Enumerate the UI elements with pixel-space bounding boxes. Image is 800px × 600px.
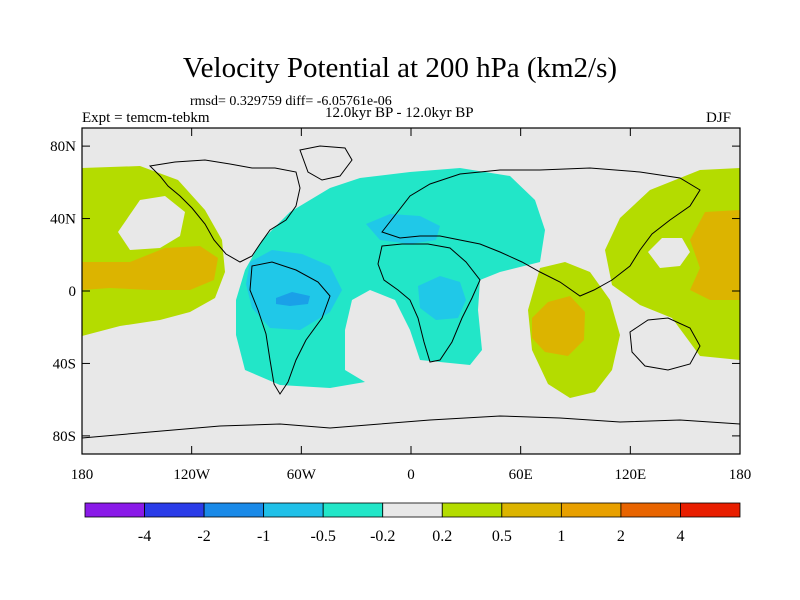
colorbar-box <box>680 502 741 518</box>
coast-south-america <box>249 261 331 395</box>
colorbar: -4 -2 -1 -0.5 -0.2 0.2 0.5 1 2 4 <box>84 502 741 545</box>
coast-africa <box>377 243 481 363</box>
colorbar-box <box>501 502 562 518</box>
lon-tick-label: 60E <box>509 467 533 483</box>
colorbar-label: -1 <box>257 528 270 545</box>
contour-medium-east-pacific <box>82 246 218 290</box>
coast-antarctica <box>81 415 741 439</box>
colorbar-label: 0.5 <box>492 528 512 545</box>
contour-negative2-southamerica <box>246 250 342 330</box>
colorbar-label: -0.2 <box>370 528 395 545</box>
contour-medium-west-pacific <box>690 210 740 300</box>
coast-greenland <box>299 145 353 181</box>
contour-zero-west-pacific <box>648 238 690 268</box>
colorbar-label: 0.2 <box>432 528 452 545</box>
colorbar-label: -4 <box>138 528 151 545</box>
colorbar-label: 1 <box>557 528 565 545</box>
stats-text: rmsd= 0.329759 diff= -6.05761e-06 <box>190 94 392 109</box>
lon-tick-label: 120E <box>614 467 646 483</box>
lat-tick-label: 80S <box>53 429 76 445</box>
colorbar-box <box>84 502 145 518</box>
lat-tick-label: 40N <box>50 212 76 228</box>
experiment-label: Expt = temcm-tebkm <box>82 110 210 126</box>
colorbar-label: 4 <box>676 528 684 545</box>
lon-tick-label: 60W <box>287 467 317 483</box>
contour-positive-east-pacific <box>82 166 225 336</box>
contour-medium-indian <box>532 296 585 356</box>
lon-tick-label: 0 <box>407 467 415 483</box>
colorbar-label: -0.5 <box>311 528 336 545</box>
colorbar-box <box>203 502 265 518</box>
colorbar-box <box>620 502 681 518</box>
contour-fill-layer <box>82 166 740 398</box>
colorbar-box <box>441 502 503 518</box>
contour-zero-east-pacific <box>118 196 185 250</box>
lon-tick-label: 120W <box>173 467 211 483</box>
contour-negative3-amazon <box>276 292 310 306</box>
axis-ticks: 80N 40N 0 40S 80S 180 120W 60W 0 60E 120E 180 <box>50 128 751 483</box>
coast-eurasia <box>381 167 701 297</box>
coast-australia <box>629 317 701 371</box>
map-title: Velocity Potential at 200 hPa (km2/s) <box>182 52 618 84</box>
colorbar-box <box>144 502 205 518</box>
lon-tick-label: 180 <box>729 467 752 483</box>
colorbar-label: 2 <box>617 528 625 545</box>
lon-tick-label: 180 <box>71 467 94 483</box>
lat-tick-label: 80N <box>50 139 76 155</box>
contour-negative-atlantic <box>236 168 545 388</box>
colorbar-box <box>560 502 622 518</box>
coast-north-america <box>148 159 301 263</box>
season-label: DJF <box>706 110 732 126</box>
lat-tick-label: 40S <box>53 356 76 372</box>
colorbar-box <box>263 502 324 518</box>
colorbar-box <box>382 502 443 518</box>
colorbar-box <box>322 502 384 518</box>
period-label: 12.0kyr BP - 12.0kyr BP <box>325 105 474 121</box>
coastlines <box>81 145 741 439</box>
contour-negative2-africa <box>418 276 466 320</box>
lat-tick-label: 0 <box>69 284 77 300</box>
colorbar-label: -2 <box>197 528 210 545</box>
